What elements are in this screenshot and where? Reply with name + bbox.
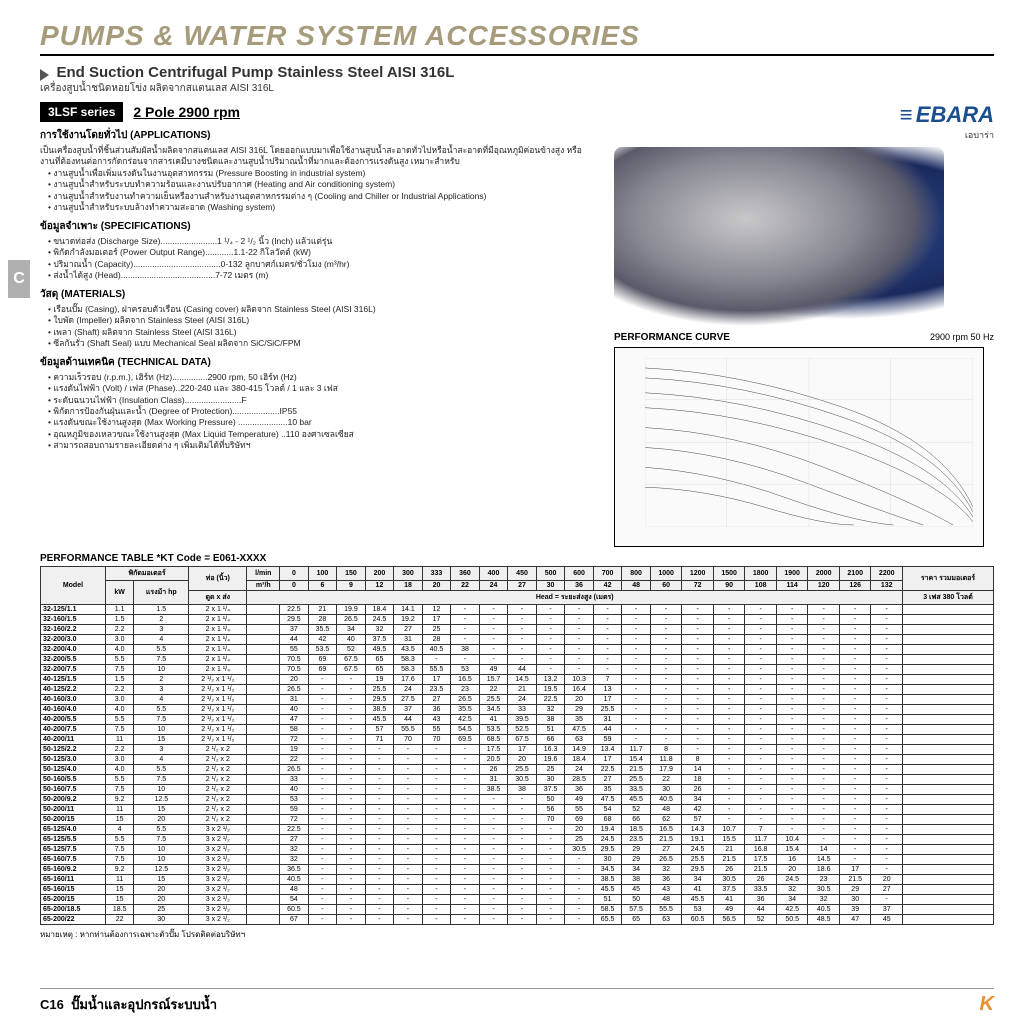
series-spec: 2 Pole 2900 rpm	[133, 104, 240, 120]
tech-bullet: • แรงดันไฟฟ้า (Volt) / เฟส (Phase)..220-…	[40, 383, 594, 394]
app-bullet: • งานสูบน้ำเพื่อเพิ่มแรงดันในงานอุตสาหกร…	[40, 168, 594, 179]
tech-bullet: • ความเร็วรอบ (r.p.m.), เฮิร์ท (Hz).....…	[40, 372, 594, 383]
mat-bullet: • เพลา (Shaft) ผลิตจาก Stainless Steel (…	[40, 327, 594, 338]
tech-bullet: • แรงดันขณะใช้งานสูงสุด (Max Working Pre…	[40, 417, 594, 428]
brand-logo: ≡ EBARA	[614, 102, 994, 128]
tech-bullet: • สามารถสอบถามรายละเอียดต่าง ๆ เพิ่มเติม…	[40, 440, 594, 451]
mat-bullet: • ซีลกันรั่ว (Shaft Seal) แบบ Mechanical…	[40, 338, 594, 349]
tech-bullet: • อุณหภูมิของเหลวขณะใช้งานสูงสุด (Max Li…	[40, 429, 594, 440]
perf-curve-label: PERFORMANCE CURVE	[614, 332, 730, 343]
spec-bullet: • ส่งน้ำได้สูง (Head)...................…	[40, 270, 594, 281]
applications-heading: การใช้งานโดยทั่วไป (APPLICATIONS)	[40, 128, 594, 143]
pump-image	[614, 147, 944, 327]
series-badge: 3LSF series	[40, 102, 123, 122]
mat-bullet: • ใบพัด (Impeller) ผลิตจาก Stainless Ste…	[40, 315, 594, 326]
footer-brand-icon: K	[980, 993, 994, 1016]
spec-bullet: • ขนาดท่อส่ง (Discharge Size)...........…	[40, 236, 594, 247]
table-note: หมายเหตุ : หากท่านต้องการเฉพาะตัวปั๊ม โป…	[40, 928, 994, 941]
app-bullet: • งานสูบน้ำสำหรับงานทำความเย็นหรืองานสำห…	[40, 191, 594, 202]
chevron-icon	[40, 69, 49, 81]
product-subtitle: เครื่องสูบน้ำชนิดหอยโข่ง ผลิตจากสแตนเลส …	[40, 81, 994, 96]
brand-sub: เอบาร่า	[614, 128, 994, 142]
page-header: PUMPS & WATER SYSTEM ACCESSORIES	[40, 20, 994, 56]
tech-bullet: • พิกัดการป้องกันฝุ่นและน้ำ (Degree of P…	[40, 406, 594, 417]
app-bullet: • งานสูบน้ำสำหรับระบบล้างทำความสะอาด (Wa…	[40, 202, 594, 213]
perf-curve-spec: 2900 rpm 50 Hz	[930, 332, 994, 342]
applications-desc: เป็นเครื่องสูบน้ำที่ชิ้นส่วนสัมผัสน้ำผลิ…	[40, 145, 594, 168]
product-title: End Suction Centrifugal Pump Stainless S…	[57, 64, 455, 81]
mat-bullet: • เรือนปั๊ม (Casing), ฝาครอบตัวเรือน (Ca…	[40, 304, 594, 315]
performance-chart	[614, 347, 984, 547]
tech-bullet: • ระดับฉนวนไฟฟ้า (Insulation Class).....…	[40, 395, 594, 406]
spec-bullet: • พิกัดกำลังมอเตอร์ (Power Output Range)…	[40, 247, 594, 258]
materials-heading: วัสดุ (MATERIALS)	[40, 287, 594, 302]
spec-bullet: • ปริมาณน้ำ (Capacity)..................…	[40, 259, 594, 270]
app-bullet: • งานสูบน้ำสำหรับระบบทำความร้อนและงานปรั…	[40, 179, 594, 190]
footer-page: C16 ปั๊มน้ำและอุปกรณ์ระบบน้ำ	[40, 994, 217, 1015]
performance-table: Modelพิกัดมอเตอร์ท่อ (นิ้ว)l/min01001502…	[40, 566, 994, 925]
table-title: PERFORMANCE TABLE *KT Code = E061-XXXX	[40, 553, 994, 564]
spec-heading: ข้อมูลจำเพาะ (SPECIFICATIONS)	[40, 219, 594, 234]
side-tab: C	[8, 260, 30, 298]
tech-heading: ข้อมูลด้านเทคนิค (TECHNICAL DATA)	[40, 355, 594, 370]
